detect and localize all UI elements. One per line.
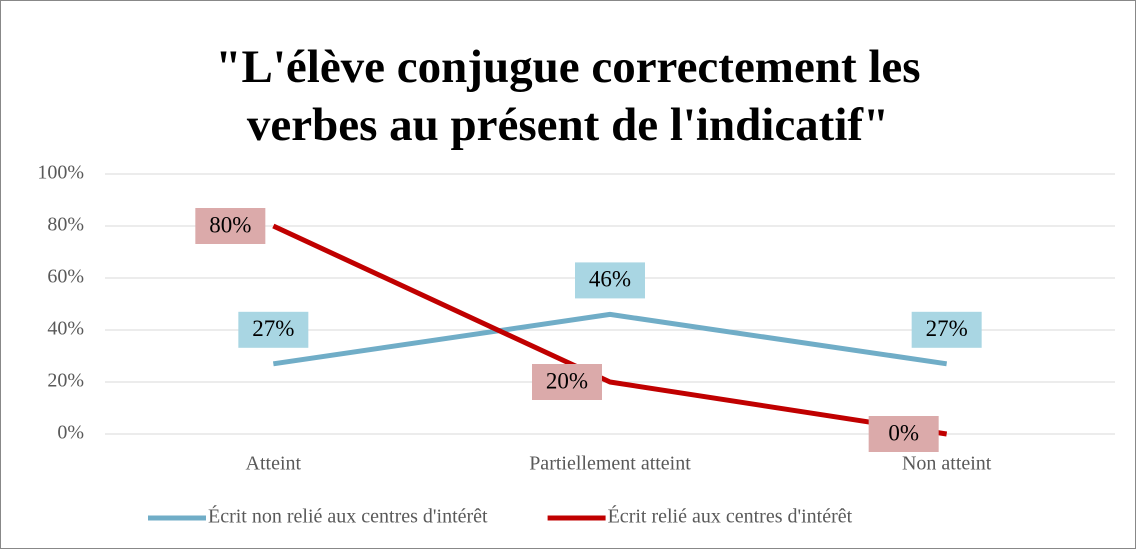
chart-title: "L'élève conjugue correctement les verbe…: [215, 41, 921, 151]
x-tick-label: Atteint: [246, 453, 302, 475]
y-tick-label: 100%: [37, 162, 84, 184]
legend-label: Écrit relié aux centres d'intérêt: [608, 505, 853, 528]
data-label-box: [532, 364, 602, 400]
y-tick-label: 40%: [47, 318, 84, 340]
data-label: 27%: [926, 316, 968, 341]
title-box: "L'élève conjugue correctement les verbe…: [215, 41, 921, 151]
y-tick-label: 60%: [47, 266, 84, 288]
data-label-box: [911, 311, 982, 348]
data-label: 27%: [252, 316, 294, 341]
series-line: [272, 311, 948, 367]
data-label: 20%: [546, 368, 588, 393]
data-label-box: [868, 416, 939, 452]
x-tick-label: Non atteint: [902, 453, 992, 475]
data-label: 0%: [888, 420, 919, 445]
data-label: 80%: [209, 212, 251, 237]
legend-label: Écrit non relié aux centres d'intérêt: [208, 505, 488, 528]
y-tick-label: 80%: [47, 214, 84, 236]
y-tick-label: 0%: [57, 422, 84, 444]
data-label-box: [575, 262, 645, 299]
y-tick-label: 20%: [47, 370, 84, 392]
series-line: [272, 223, 948, 437]
x-tick-label: Partiellement atteint: [529, 453, 691, 475]
data-label: 46%: [589, 267, 631, 292]
data-label-box: [195, 208, 266, 244]
data-label-box: [238, 311, 309, 348]
